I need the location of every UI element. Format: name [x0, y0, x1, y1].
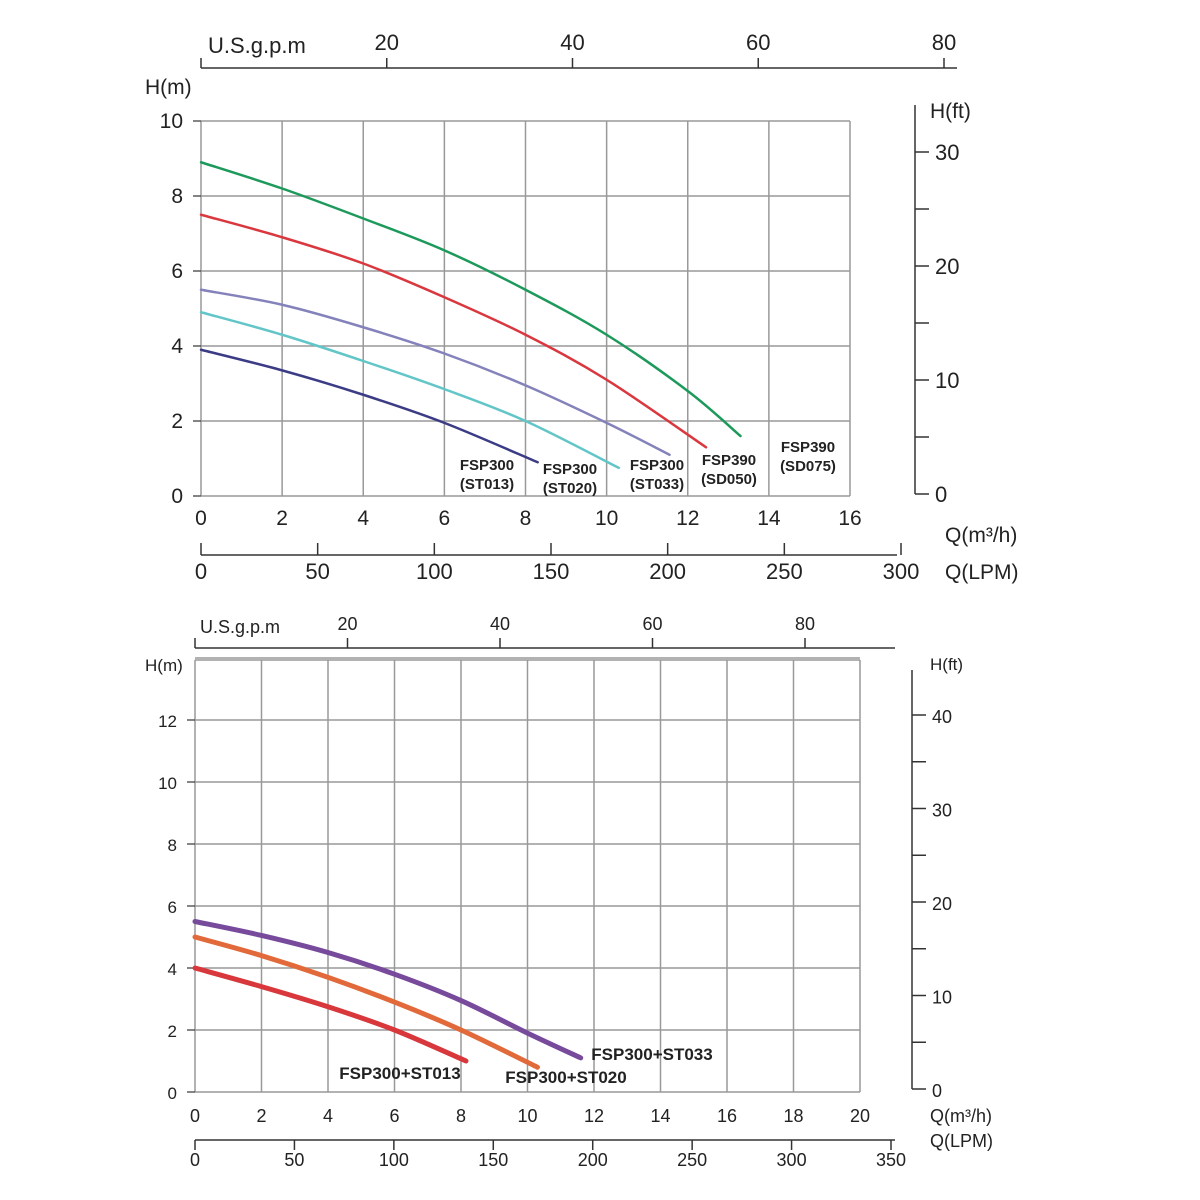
- y-tick-label: 10: [158, 774, 177, 793]
- ft-tick-label: 0: [935, 482, 947, 507]
- lpm-tick-label: 250: [766, 559, 803, 584]
- gpm-tick-label: 20: [337, 614, 357, 634]
- gpm-tick-label: 40: [560, 30, 584, 55]
- lpm-tick-label: 100: [379, 1150, 409, 1170]
- y-axis-title: H(m): [145, 76, 192, 99]
- curve-label: FSP300+ST033: [591, 1045, 712, 1064]
- x-tick-label: 4: [323, 1106, 333, 1126]
- y-tick-label: 0: [168, 1084, 177, 1103]
- curve-fsp300-st020-: [199, 311, 621, 470]
- curve-label: FSP390: [781, 439, 835, 456]
- y-tick-label: 4: [171, 335, 183, 358]
- y-axis-title: H(m): [145, 656, 183, 675]
- x-tick-label: 10: [595, 507, 618, 530]
- y-tick-label: 8: [171, 185, 183, 208]
- gpm-tick-label: 60: [642, 614, 662, 634]
- x-tick-label: 2: [256, 1106, 266, 1126]
- curve-label: FSP300: [630, 457, 684, 474]
- lpm-tick-label: 150: [478, 1150, 508, 1170]
- x-tick-label: 8: [456, 1106, 466, 1126]
- x-axis-title-m3h: Q(m³/h): [930, 1106, 992, 1126]
- curve-label: FSP390: [702, 452, 756, 469]
- curve-fsp300-st033-: [199, 288, 671, 456]
- lpm-tick-label: 50: [305, 559, 329, 584]
- curve-label: FSP300+ST013: [339, 1064, 460, 1083]
- x-tick-label: 12: [584, 1106, 604, 1126]
- gpm-tick-label: 60: [746, 30, 770, 55]
- y-tick-label: 0: [171, 485, 183, 508]
- curve-label: FSP300+ST020: [505, 1068, 626, 1087]
- x-tick-label: 14: [757, 507, 781, 530]
- ft-axis-title: H(ft): [930, 100, 971, 123]
- lpm-tick-label: 50: [284, 1150, 304, 1170]
- y-tick-label: 12: [158, 712, 177, 731]
- lpm-tick-label: 200: [578, 1150, 608, 1170]
- ft-tick-label: 10: [932, 988, 952, 1008]
- x-tick-label: 6: [439, 507, 451, 530]
- y-tick-label: 6: [168, 898, 177, 917]
- curve-fsp300-st013: [192, 965, 469, 1064]
- x-tick-label: 10: [517, 1106, 537, 1126]
- gpm-axis-title: U.S.g.p.m: [208, 33, 306, 58]
- x-tick-label: 18: [783, 1106, 803, 1126]
- gpm-tick-label: 80: [795, 614, 815, 634]
- curve-label: FSP300: [543, 461, 597, 478]
- x-axis-title-lpm: Q(LPM): [945, 561, 1019, 584]
- curve-label: (ST033): [630, 476, 684, 493]
- x-tick-label: 0: [190, 1106, 200, 1126]
- x-tick-label: 14: [650, 1106, 670, 1126]
- gpm-tick-label: 80: [932, 30, 956, 55]
- curve-label: (SD050): [701, 471, 757, 488]
- lpm-tick-label: 100: [416, 559, 453, 584]
- lpm-tick-label: 0: [195, 559, 207, 584]
- curve-fsp300-st013-: [199, 348, 539, 464]
- x-tick-label: 12: [676, 507, 699, 530]
- y-tick-label: 4: [168, 960, 177, 979]
- x-tick-label: 20: [850, 1106, 870, 1126]
- lpm-tick-label: 200: [649, 559, 686, 584]
- y-tick-label: 8: [168, 836, 177, 855]
- curve-fsp300-st033: [192, 919, 584, 1061]
- x-axis-title-m3h: Q(m³/h): [945, 524, 1017, 547]
- ft-axis-title: H(ft): [930, 655, 963, 674]
- y-tick-label: 6: [171, 260, 183, 283]
- gpm-tick-label: 20: [375, 30, 399, 55]
- curve-label: FSP300: [460, 457, 514, 474]
- curve-fsp300-st020: [192, 934, 540, 1070]
- lpm-tick-label: 250: [677, 1150, 707, 1170]
- x-tick-label: 2: [276, 507, 288, 530]
- x-tick-label: 8: [520, 507, 532, 530]
- y-tick-label: 10: [160, 110, 183, 133]
- gpm-axis-title: U.S.g.p.m: [200, 617, 280, 637]
- y-tick-label: 2: [168, 1022, 177, 1041]
- ft-tick-label: 30: [932, 801, 952, 821]
- lpm-tick-label: 0: [190, 1150, 200, 1170]
- x-tick-label: 6: [389, 1106, 399, 1126]
- curve-fsp390-sd075-: [199, 161, 742, 438]
- lpm-tick-label: 150: [533, 559, 570, 584]
- ft-tick-label: 30: [935, 140, 959, 165]
- lpm-tick-label: 300: [777, 1150, 807, 1170]
- x-tick-label: 0: [195, 507, 207, 530]
- curve-label: (SD075): [780, 458, 836, 475]
- lpm-tick-label: 300: [883, 559, 920, 584]
- ft-tick-label: 10: [935, 368, 959, 393]
- ft-tick-label: 0: [932, 1081, 942, 1101]
- x-tick-label: 4: [357, 507, 369, 530]
- ft-tick-label: 20: [935, 254, 959, 279]
- ft-tick-label: 20: [932, 894, 952, 914]
- gpm-tick-label: 40: [490, 614, 510, 634]
- x-tick-label: 16: [838, 507, 861, 530]
- curve-label: (ST020): [543, 480, 597, 497]
- ft-tick-label: 40: [932, 707, 952, 727]
- x-axis-title-lpm: Q(LPM): [930, 1131, 993, 1151]
- curve-label: (ST013): [460, 476, 514, 493]
- curve-fsp390-sd050-: [199, 213, 708, 449]
- lpm-tick-label: 350: [876, 1150, 906, 1170]
- x-tick-label: 16: [717, 1106, 737, 1126]
- y-tick-label: 2: [171, 410, 183, 433]
